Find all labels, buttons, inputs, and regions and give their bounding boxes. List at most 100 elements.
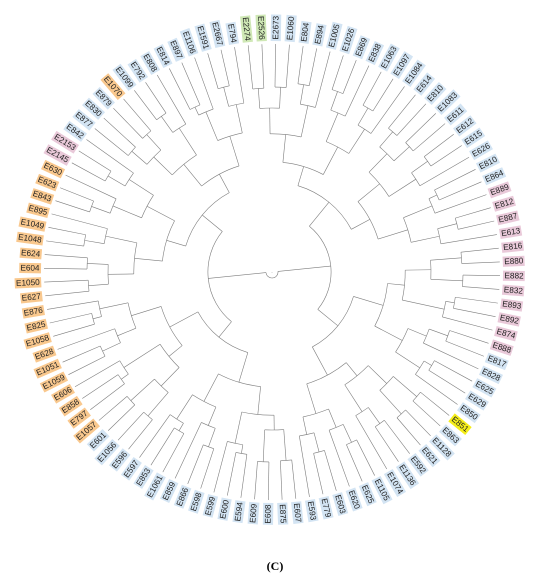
leaf-node: E609 bbox=[247, 501, 260, 525]
leaf-branch bbox=[65, 174, 117, 200]
leaf-node: E2526 bbox=[255, 14, 267, 42]
internal-branch bbox=[407, 328, 427, 337]
leaf-highlight bbox=[67, 407, 91, 429]
leaf-branch bbox=[415, 374, 458, 405]
leaf-label: E2274 bbox=[241, 17, 252, 42]
internal-branch bbox=[207, 406, 217, 426]
leaf-highlight bbox=[108, 448, 131, 472]
clade-arc bbox=[198, 108, 214, 116]
leaf-branch bbox=[440, 234, 497, 245]
internal-branch bbox=[312, 346, 328, 376]
internal-branch bbox=[283, 429, 287, 461]
clade-arc bbox=[411, 172, 421, 186]
internal-branch bbox=[153, 156, 173, 176]
leaf-branch bbox=[313, 453, 324, 495]
leaf-highlight bbox=[51, 130, 79, 154]
internal-branch bbox=[178, 423, 184, 431]
leaf-node: E895 bbox=[26, 202, 50, 219]
leaf-branch bbox=[44, 268, 88, 270]
leaf-node: E866 bbox=[173, 484, 192, 509]
internal-branch bbox=[388, 178, 417, 197]
leaf-highlight bbox=[304, 499, 319, 523]
clade-arc bbox=[388, 127, 398, 136]
leaf-highlight bbox=[465, 390, 489, 411]
leaf-label: E613 bbox=[501, 226, 522, 238]
internal-branch bbox=[423, 360, 432, 366]
leaf-label: E838 bbox=[367, 42, 383, 64]
leaf-highlight bbox=[92, 86, 115, 110]
leaf-branch bbox=[117, 411, 144, 441]
leaf-highlight bbox=[94, 438, 120, 466]
clade-arc bbox=[423, 328, 430, 344]
leaf-highlight bbox=[444, 103, 468, 126]
leaf-label: E875 bbox=[278, 504, 288, 524]
leaf-branch bbox=[220, 49, 230, 86]
internal-branch bbox=[322, 146, 339, 175]
clade-arc bbox=[252, 87, 264, 90]
leaf-label: E880 bbox=[504, 256, 524, 266]
leaf-node: E892 bbox=[497, 312, 521, 327]
leaf-branch bbox=[123, 98, 152, 132]
leaf-branch bbox=[434, 360, 473, 382]
clade-arc bbox=[189, 104, 201, 110]
internal-branch bbox=[345, 362, 358, 377]
leaf-highlight bbox=[209, 19, 226, 48]
leaf-highlight bbox=[472, 378, 497, 398]
leaf-highlight bbox=[332, 492, 349, 516]
leaf-node: E600 bbox=[217, 497, 232, 521]
leaf-node: E882 bbox=[502, 270, 525, 282]
leaf-label: E630 bbox=[42, 161, 64, 177]
leaf-branch bbox=[396, 103, 427, 136]
leaf-branch bbox=[453, 307, 496, 317]
internal-branch bbox=[279, 87, 281, 109]
leaf-label: E593 bbox=[306, 501, 318, 522]
leaf-branch bbox=[372, 78, 394, 112]
leaf-branch bbox=[460, 247, 499, 253]
leaf-branch bbox=[430, 145, 462, 167]
leaf-highlight bbox=[469, 140, 493, 161]
leaf-node: E613 bbox=[499, 225, 523, 240]
leaf-label: E864 bbox=[484, 168, 506, 184]
leaf-label: E1026 bbox=[340, 27, 356, 53]
internal-branch bbox=[351, 219, 370, 230]
clade-arc bbox=[235, 452, 247, 455]
leaf-branch bbox=[128, 419, 153, 450]
clade-arc bbox=[119, 360, 129, 375]
leaf-highlight bbox=[112, 63, 137, 91]
internal-branch bbox=[202, 214, 223, 232]
leaf-highlight bbox=[457, 402, 481, 424]
leaf-label: E1106 bbox=[181, 30, 197, 55]
leaf-branch bbox=[174, 422, 202, 479]
internal-branch bbox=[234, 411, 243, 444]
leaf-highlight bbox=[478, 365, 503, 385]
leaf-label: E897 bbox=[168, 39, 184, 61]
leaf-highlight bbox=[501, 284, 525, 297]
leaf-label: E825 bbox=[26, 320, 47, 333]
leaf-node: E894 bbox=[312, 23, 327, 47]
leaf-branch bbox=[424, 134, 454, 157]
leaf-branch bbox=[285, 44, 290, 88]
leaf-node: E603 bbox=[332, 492, 349, 516]
leaf-label: E624 bbox=[21, 248, 41, 258]
leaf-node: E825 bbox=[24, 318, 48, 334]
leaf-highlight bbox=[502, 255, 525, 267]
leaf-node: E812 bbox=[492, 195, 516, 212]
leaf-label: E894 bbox=[313, 24, 326, 45]
leaf-highlight bbox=[16, 231, 44, 246]
leaf-node: E843 bbox=[30, 188, 55, 205]
leaf-branch bbox=[162, 433, 185, 473]
leaf-branch bbox=[57, 328, 115, 350]
leaf-node: E594 bbox=[232, 500, 246, 524]
leaf-label: E1048 bbox=[18, 233, 43, 245]
leaf-branch bbox=[384, 420, 410, 454]
clade-arc bbox=[442, 301, 447, 317]
leaf-branch bbox=[113, 107, 143, 139]
panel-label: (C) bbox=[266, 559, 284, 573]
leaf-branch bbox=[78, 150, 112, 172]
leaf-highlight bbox=[489, 339, 514, 356]
leaf-highlight bbox=[418, 444, 441, 468]
clade-arc bbox=[462, 275, 464, 287]
leaf-branch bbox=[405, 409, 431, 437]
clade-arc bbox=[127, 302, 137, 329]
leaf-highlight bbox=[19, 262, 42, 274]
